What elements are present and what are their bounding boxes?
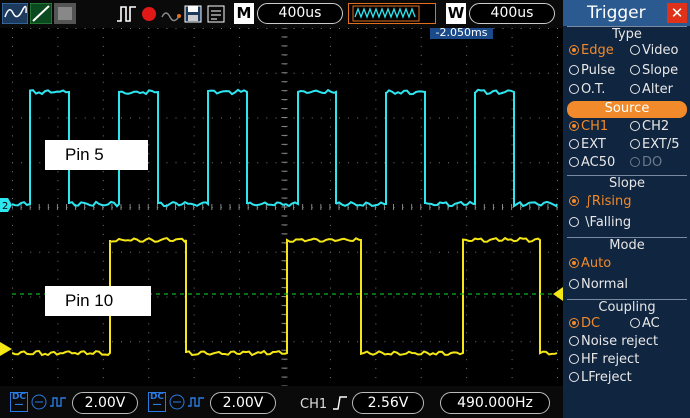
mode-letter: M [234,3,254,24]
source-option-ch1[interactable]: CH1 [569,119,608,134]
graticule [12,28,558,386]
type-option-pulse[interactable]: Pulse [569,63,615,78]
source-option-ac50[interactable]: AC50 [569,155,615,170]
coupling-option-noise-reject[interactable]: Noise reject [569,334,658,349]
acquire-icon[interactable] [160,3,182,24]
window-timebase[interactable]: 400us [469,3,555,24]
slope-option-falling[interactable]: \Falling [569,215,631,230]
type-option-slope[interactable]: Slope [630,63,678,78]
mode-option-auto[interactable]: Auto [569,256,611,271]
close-icon[interactable]: ✕ [667,3,687,23]
pin5-label: Pin 5 [45,140,148,170]
source-option-ch2[interactable]: CH2 [630,119,669,134]
math-icon[interactable] [30,3,52,24]
falling-edge-icon: \ [585,215,590,230]
ch2-coupling-badge[interactable]: DC — [148,392,166,412]
ref-icon[interactable] [54,3,76,24]
run-stop-icon[interactable] [140,3,158,24]
type-option-video[interactable]: Video [630,43,678,58]
trigger-panel: Trigger ✕ Type Edge Video Pulse Slope O.… [563,0,690,418]
slope-option-rising[interactable]: ∫Rising [569,194,631,209]
bottom-status-bar: DC — 2.00V DC — 2.00V CH1 2.56V 490.000Hz [0,386,563,418]
ch1-invert-icon[interactable] [31,394,47,410]
ch1-volts-div[interactable]: 2.00V [72,392,138,414]
coupling-option-lf-reject[interactable]: LFreject [569,370,632,385]
mode-heading: Mode [567,237,687,254]
waveform-icon[interactable] [2,3,28,24]
coupling-option-dc[interactable]: DC [569,316,600,331]
ch1-offset-marker[interactable] [0,342,12,356]
rising-edge-icon: ∫ [585,194,592,209]
coupling-option-ac[interactable]: AC [630,316,660,331]
type-heading: Type [567,26,687,43]
coupling-option-hf-reject[interactable]: HF reject [569,352,639,367]
type-option-edge[interactable]: Edge [569,43,614,58]
pin10-label: Pin 10 [45,286,151,316]
type-option-alter[interactable]: Alter [630,82,673,97]
source-heading: Source [567,101,687,118]
window-overview-icon[interactable] [348,3,436,24]
rising-edge-icon [333,396,347,410]
coupling-heading: Coupling [567,299,687,316]
trigger-offset-badge: -2.050ms [430,28,493,39]
ch1-bandwidth-icon[interactable] [49,394,67,410]
svg-text:2: 2 [2,201,8,212]
frequency-readout: 490.000Hz [440,392,550,414]
save-icon[interactable] [184,3,202,24]
ch2-bandwidth-icon[interactable] [187,394,205,410]
source-option-do[interactable]: DO [630,155,662,170]
scope-display [12,28,558,386]
mode-option-normal[interactable]: Normal [569,277,628,292]
ch2-volts-div[interactable]: 2.00V [210,392,276,414]
window-letter: W [446,3,466,24]
print-icon[interactable] [205,3,227,24]
top-toolbar: M 400us W 400us [0,0,563,28]
source-option-ext[interactable]: EXT [569,137,606,152]
trigger-level-readout[interactable]: 2.56V [352,392,424,414]
ch1-trace [12,236,558,357]
trigger-edge-icon[interactable] [116,3,138,24]
trigger-source-readout: CH1 [300,397,328,412]
trigger-level-marker[interactable] [553,287,563,301]
main-timebase[interactable]: 400us [257,3,343,24]
type-option-ot[interactable]: O.T. [569,82,605,97]
ch2-trace [12,88,558,208]
ch2-invert-icon[interactable] [169,394,185,410]
oscilloscope-screen[interactable]: -2.050ms Pin 5 Pin 10 [12,28,563,386]
ch2-offset-marker[interactable]: 2 [0,198,12,212]
source-option-ext5[interactable]: EXT/5 [630,137,679,152]
slope-heading: Slope [567,175,687,192]
ch1-coupling-badge[interactable]: DC — [10,392,28,412]
